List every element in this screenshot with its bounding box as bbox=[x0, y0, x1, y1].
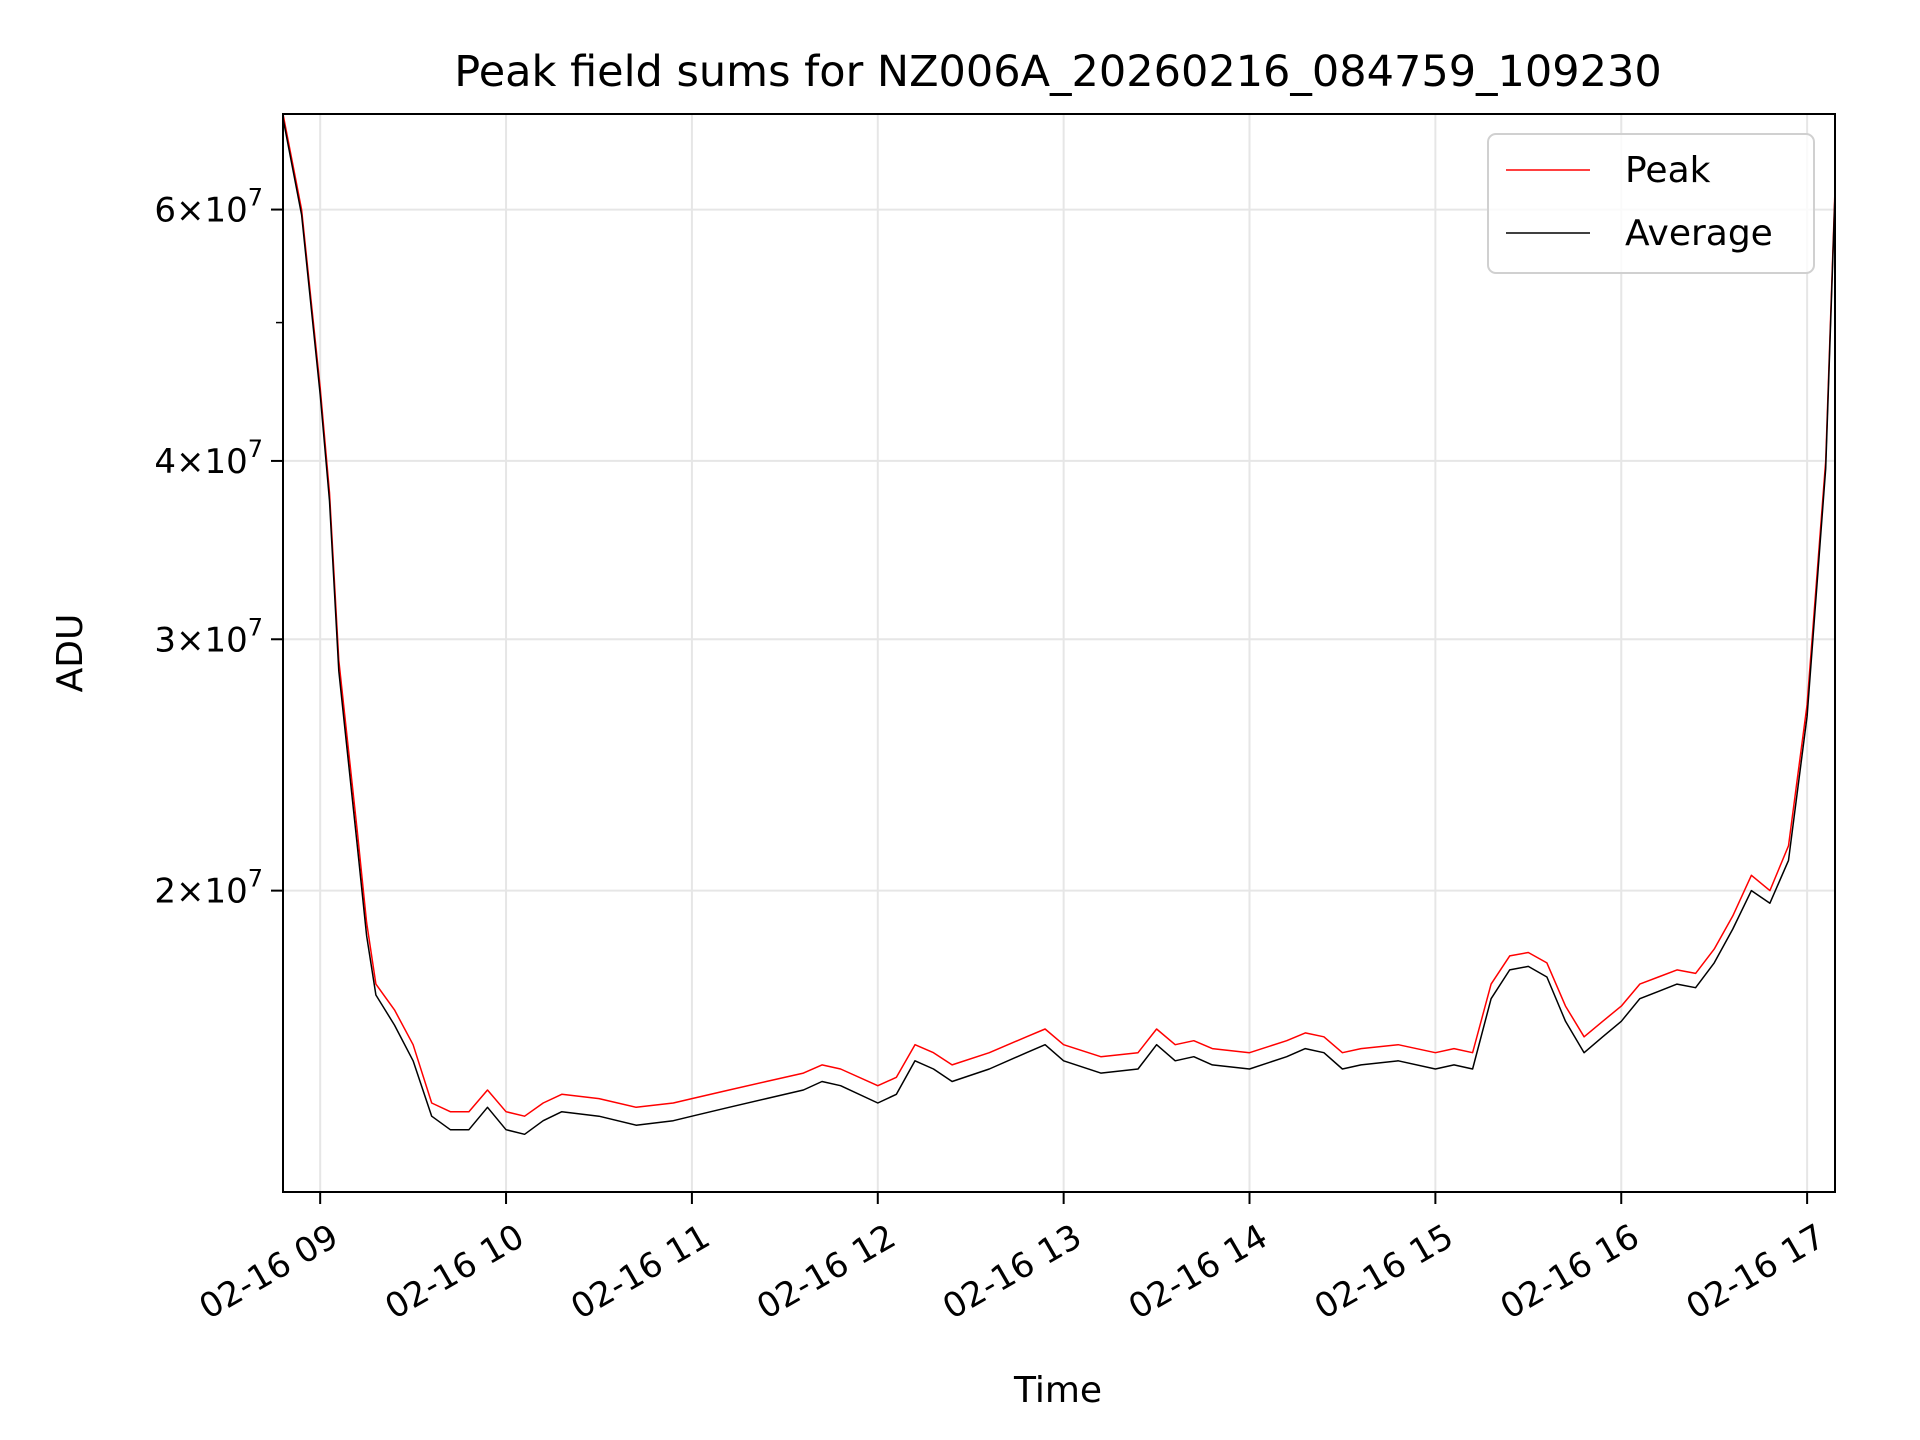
x-axis-label: Time bbox=[1013, 1370, 1102, 1411]
legend: Peak Average bbox=[1487, 133, 1815, 274]
legend-label-peak: Peak bbox=[1625, 150, 1711, 191]
legend-label-average: Average bbox=[1625, 213, 1773, 254]
y-axis: 2×107 3×107 4×107 6×107 bbox=[154, 184, 283, 912]
plot-frame bbox=[282, 113, 1836, 1193]
y-tick-label: 4×107 bbox=[154, 435, 263, 482]
y-axis-label: ADU bbox=[50, 614, 91, 693]
y-tick-label: 6×107 bbox=[154, 184, 263, 231]
legend-box bbox=[1487, 133, 1815, 274]
chart-title: Peak field sums for NZ006A_20260216_0847… bbox=[454, 47, 1661, 97]
grid-lines bbox=[283, 114, 1835, 1192]
series-line-average bbox=[283, 118, 1835, 1136]
series-line-peak bbox=[283, 114, 1835, 1117]
series-layer bbox=[283, 114, 1835, 1136]
y-tick-label: 3×107 bbox=[154, 613, 263, 660]
y-tick-label: 2×107 bbox=[154, 865, 263, 912]
